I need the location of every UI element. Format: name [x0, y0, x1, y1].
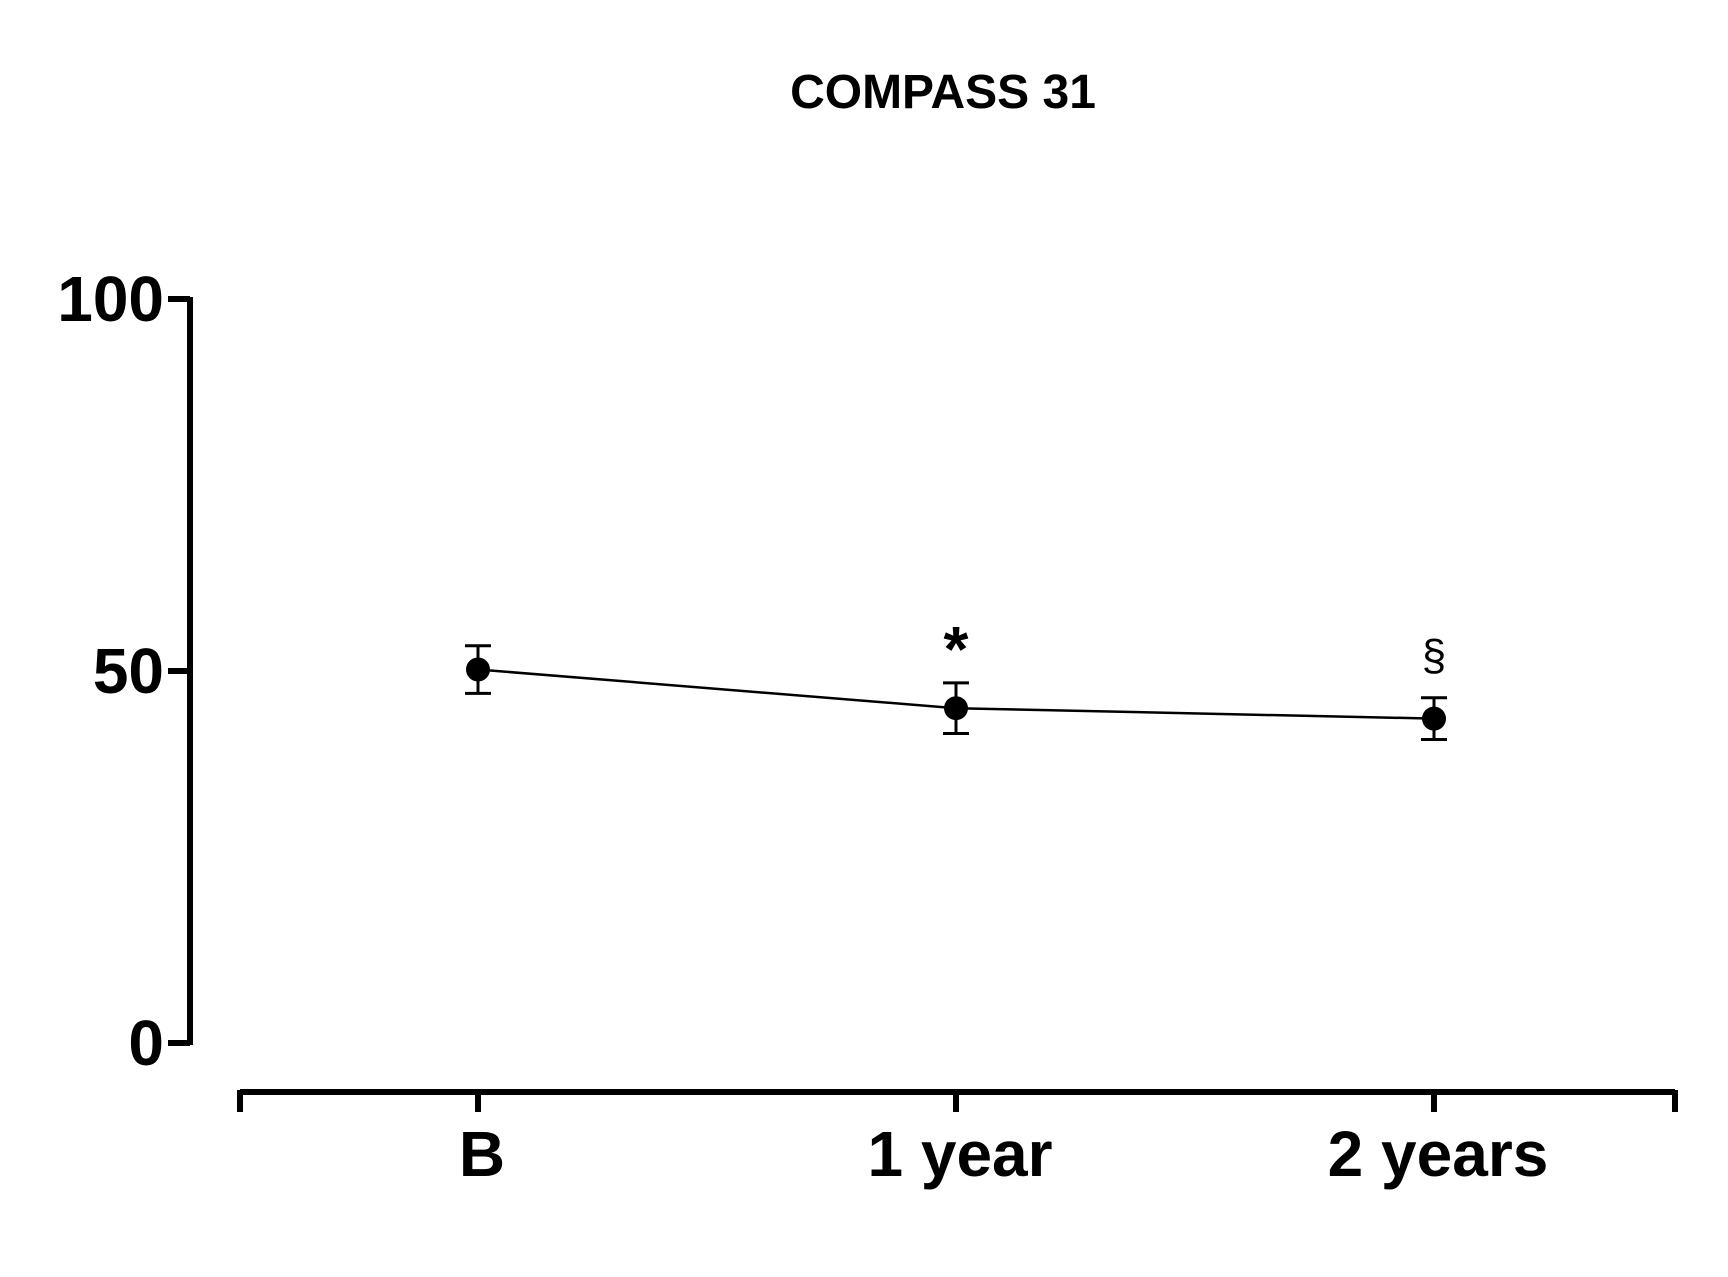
data-point-2 — [1422, 706, 1446, 731]
x-tick-label-0: B — [459, 1118, 505, 1190]
y-tick-label-50: 50 — [93, 635, 164, 707]
significance-marker-2: § — [1422, 631, 1446, 680]
significance-marker-1: * — [944, 613, 969, 685]
y-tick-label-0: 0 — [128, 1007, 164, 1079]
y-tick-label-100: 100 — [57, 263, 164, 335]
chart-title: COMPASS 31 — [790, 66, 1096, 119]
chart-marks: 0 50 100 B 1 year 2 years * § — [57, 263, 1548, 1190]
x-tick-label-2: 2 years — [1328, 1118, 1549, 1190]
data-point-1 — [944, 696, 968, 721]
x-tick-label-1: 1 year — [867, 1118, 1052, 1190]
data-point-0 — [466, 657, 490, 682]
